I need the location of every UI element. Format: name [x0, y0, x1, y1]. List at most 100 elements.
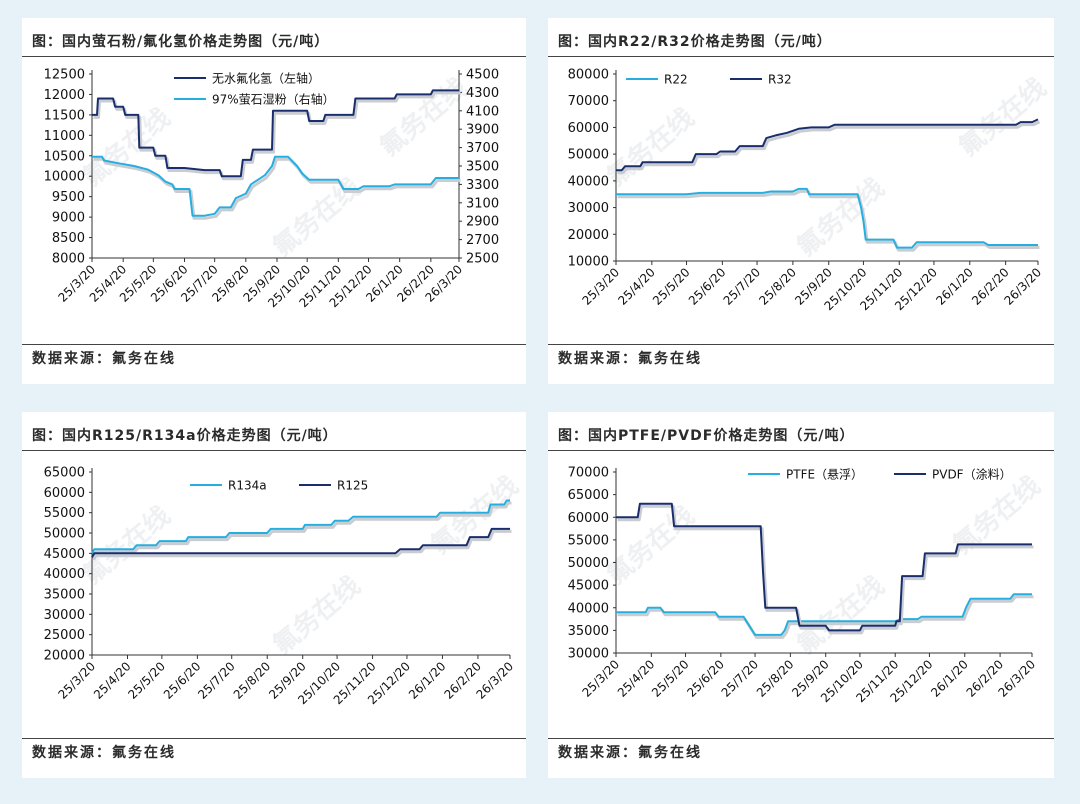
y-tick-label: 25000	[44, 628, 85, 643]
x-tick-label: 26/1/20	[406, 659, 449, 702]
chart-title: 图：国内R125/R134a价格走势图（元/吨）	[32, 428, 338, 444]
chart-title: 图：国内R22/R32价格走势图（元/吨）	[558, 34, 832, 50]
chart-source: 数据来源：氟务在线	[558, 745, 702, 761]
series-line-shadow	[617, 120, 1041, 175]
y-tick-label: 10500	[44, 149, 85, 164]
y-tick-label: 40000	[568, 174, 609, 189]
y-tick-label: 50000	[568, 556, 609, 571]
y-tick-label: 8000	[52, 252, 85, 267]
x-tick-label: 25/5/20	[125, 659, 168, 702]
y-tick-label: 65000	[44, 466, 85, 481]
x-tick-label: 26/1/20	[933, 265, 976, 308]
x-tick-label: 25/8/20	[756, 265, 799, 308]
series-line	[92, 89, 459, 178]
x-tick-label: 25/7/20	[721, 265, 764, 308]
chart-panel-ptfe-pvdf: 图：国内PTFE/PVDF价格走势图（元/吨） 氟务在线 氟务在线 氟务在线 3000…	[548, 412, 1054, 778]
y-tick-label: 60000	[568, 511, 609, 526]
y-tick-label: 45000	[568, 579, 609, 594]
y-tick-label: 9000	[52, 211, 85, 226]
y2-tick-label: 3700	[466, 141, 499, 156]
watermark-text: 氟务在线	[267, 571, 366, 661]
series-line	[91, 499, 510, 554]
y-tick-label: 12000	[44, 88, 85, 103]
legend-label: PTFE（悬浮）	[786, 468, 863, 482]
chart-source: 数据来源：氟务在线	[32, 745, 176, 761]
x-tick-label: 25/4/20	[91, 659, 134, 702]
y-tick-label: 70000	[568, 466, 609, 481]
x-tick-label: 26/1/20	[928, 657, 971, 700]
y-tick-label: 45000	[44, 547, 85, 562]
y-tick-label: 35000	[568, 624, 609, 639]
title-rule	[548, 450, 1054, 451]
y2-tick-label: 3900	[466, 123, 499, 138]
y2-tick-label: 4100	[466, 104, 499, 119]
legend-label: R125	[337, 479, 368, 493]
y-tick-label: 40000	[44, 567, 85, 582]
y-tick-label: 50000	[568, 148, 609, 163]
source-rule	[22, 344, 526, 345]
y-tick-label: 55000	[44, 506, 85, 521]
y-tick-label: 65000	[568, 488, 609, 503]
series-line	[616, 502, 1032, 632]
chart-source: 数据来源：氟务在线	[32, 351, 176, 367]
series-line	[616, 118, 1039, 172]
series-line-shadow	[92, 501, 512, 557]
legend-label: R32	[768, 73, 792, 87]
y-tick-label: 70000	[568, 94, 609, 109]
chart-r22-r32: 氟务在线氟务在线氟务在线1000020000300004000050000600…	[568, 68, 1053, 314]
series-line-shadow	[93, 157, 461, 220]
y-tick-label: 10000	[568, 255, 609, 270]
y2-tick-label: 2500	[466, 252, 499, 267]
series-line	[92, 155, 459, 217]
y-tick-label: 35000	[44, 588, 85, 603]
y2-tick-label: 4500	[466, 68, 499, 83]
chart-r125-r134a: 氟务在线氟务在线氟务在线2000025000300003500040000450…	[44, 466, 525, 708]
title-rule	[22, 56, 526, 57]
x-tick-label: 25/3/20	[56, 659, 99, 702]
y-tick-label: 12500	[44, 68, 85, 83]
x-tick-label: 25/4/20	[615, 657, 658, 700]
chart-source: 数据来源：氟务在线	[558, 351, 702, 367]
y-tick-label: 60000	[568, 121, 609, 136]
y-tick-label: 30000	[568, 647, 609, 662]
y-tick-label: 11500	[44, 108, 85, 123]
y-tick-label: 10000	[44, 170, 85, 185]
x-tick-label: 25/7/20	[195, 659, 238, 702]
x-tick-label: 25/7/20	[719, 657, 762, 700]
series-line	[616, 593, 1032, 636]
chart-title: 图：国内PTFE/PVDF价格走势图（元/吨）	[558, 428, 855, 444]
legend-label: 97%萤石湿粉（右轴）	[212, 92, 335, 107]
x-tick-label: 25/8/20	[754, 657, 797, 700]
series-line	[91, 527, 510, 558]
y-tick-label: 20000	[568, 228, 609, 243]
legend-label: R22	[664, 73, 688, 87]
y2-tick-label: 3100	[466, 196, 499, 211]
x-tick-label: 25/4/20	[615, 265, 658, 308]
title-rule	[548, 56, 1054, 57]
title-rule	[22, 450, 526, 451]
chart-fluorite-hf: 氟务在线氟务在线氟务在线8000850090009500100001050011…	[44, 68, 499, 311]
y-tick-label: 60000	[44, 486, 85, 501]
y-tick-label: 40000	[568, 601, 609, 616]
y2-tick-label: 2700	[466, 233, 499, 248]
y-tick-label: 50000	[44, 527, 85, 542]
x-tick-label: 25/6/20	[686, 265, 729, 308]
source-rule	[548, 344, 1054, 345]
chart-panel-fluorite-hf: 图：国内萤石粉/氟化氢价格走势图（元/吨） 氟务在线 氟务在线 氟务在线 8000 85…	[22, 18, 526, 384]
legend-label: R134a	[228, 479, 267, 493]
x-tick-label: 25/5/20	[650, 265, 693, 308]
y2-tick-label: 3500	[466, 160, 499, 175]
legend-label: 无水氟化氢（左轴）	[212, 71, 320, 86]
x-tick-label: 25/3/20	[580, 265, 623, 308]
y-tick-label: 30000	[568, 201, 609, 216]
y2-tick-label: 4300	[466, 86, 499, 101]
y-tick-label: 80000	[568, 68, 609, 83]
x-tick-label: 25/5/20	[649, 657, 692, 700]
x-tick-label: 25/3/20	[580, 657, 623, 700]
series-line	[616, 187, 1038, 249]
watermark-text: 氟务在线	[953, 73, 1052, 163]
y-tick-label: 9500	[52, 190, 85, 205]
legend-label: PVDF（涂料）	[932, 467, 1012, 482]
x-tick-label: 25/6/20	[161, 659, 204, 702]
y2-tick-label: 2900	[466, 215, 499, 230]
